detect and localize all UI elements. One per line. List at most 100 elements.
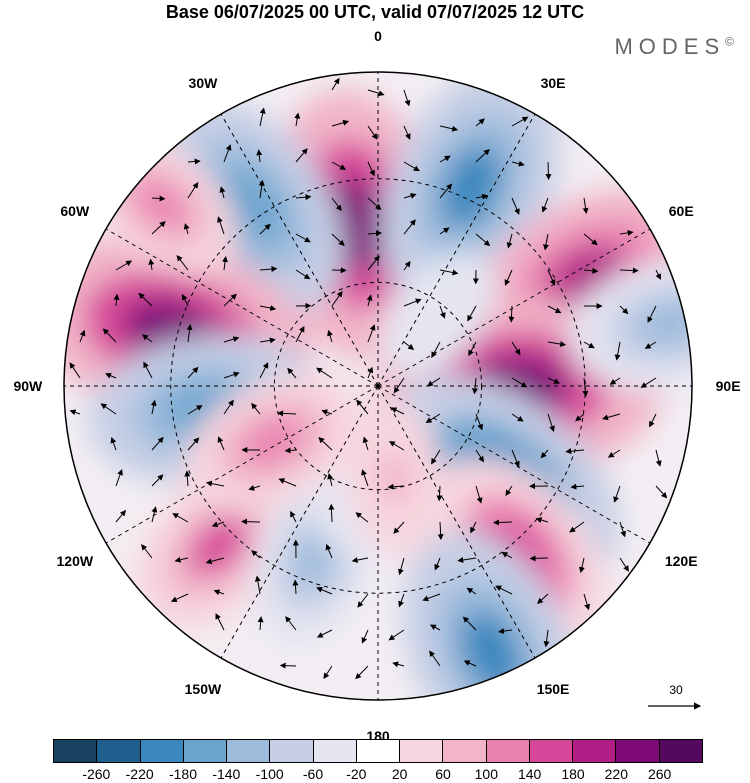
- wind-arrow: [543, 629, 550, 648]
- colorbar-segment: [356, 740, 401, 762]
- wind-arrow: [151, 221, 166, 235]
- wind-arrow: [367, 324, 376, 343]
- wind-arrow: [294, 112, 301, 127]
- wind-arrow: [248, 484, 261, 491]
- wind-arrow: [278, 478, 297, 487]
- longitude-label: 90E: [715, 378, 741, 394]
- wind-arrow: [583, 341, 595, 349]
- wind-arrow: [535, 517, 549, 523]
- wind-arrow: [422, 593, 441, 602]
- colorbar-segment: [486, 740, 530, 762]
- longitude-label: 150E: [536, 681, 570, 698]
- anomaly-blob: [418, 292, 459, 336]
- wind-arrow: [176, 254, 189, 271]
- colorbar-segment: [140, 740, 184, 762]
- wind-arrow: [388, 629, 405, 641]
- colorbar-tick-label: -20: [346, 766, 367, 782]
- wind-arrow: [142, 334, 153, 343]
- wind-arrow: [331, 119, 350, 127]
- wind-arrow: [331, 161, 347, 170]
- wind-arrow: [541, 197, 549, 213]
- wind-arrow: [295, 269, 311, 280]
- wind-arrow: [390, 407, 405, 415]
- wind-arrow: [357, 593, 369, 608]
- wind-arrow: [439, 183, 453, 199]
- wind-arrow: [100, 403, 117, 415]
- wind-arrow: [463, 660, 477, 667]
- reference-vector-label: 30: [669, 683, 683, 697]
- colorbar-segment: [54, 740, 98, 762]
- wind-arrow: [545, 161, 552, 181]
- wind-arrow: [431, 449, 441, 465]
- wind-arrow: [355, 512, 369, 523]
- wind-arrow: [475, 118, 485, 127]
- longitude-label: 30E: [540, 74, 566, 91]
- wind-arrow: [547, 377, 561, 384]
- wind-arrow: [609, 377, 621, 385]
- wind-arrow: [475, 485, 483, 504]
- wind-arrow: [495, 585, 513, 595]
- wind-arrow: [256, 149, 263, 163]
- colorbar-tick-label: 20: [391, 766, 408, 782]
- wind-arrow: [511, 377, 528, 388]
- colorbar-segment: [227, 740, 271, 762]
- wind-arrow: [403, 125, 411, 140]
- wind-arrow: [151, 506, 158, 523]
- wind-arrow: [619, 305, 629, 315]
- wind-arrow: [655, 269, 661, 280]
- wind-arrow: [437, 521, 444, 541]
- wind-arrow: [511, 341, 521, 356]
- wind-arrow: [151, 195, 166, 202]
- colorbar-tick-label: 220: [604, 766, 629, 782]
- wind-arrow: [69, 409, 81, 416]
- wind-arrow: [362, 436, 369, 451]
- wind-arrow: [475, 233, 491, 247]
- wind-arrow: [403, 260, 411, 271]
- wind-arrow: [115, 509, 127, 523]
- wind-arrow: [213, 589, 225, 596]
- wind-arrow: [174, 556, 189, 563]
- colorbar-segment: [443, 740, 487, 762]
- wind-arrow: [279, 662, 297, 669]
- wind-arrow: [79, 329, 86, 343]
- wind-arrow: [619, 229, 634, 236]
- colorbar-tick-label: -100: [255, 766, 284, 782]
- wind-arrow: [614, 341, 621, 361]
- wind-arrow: [403, 89, 411, 107]
- wind-arrow: [436, 485, 443, 502]
- colorbar-tick-label: 180: [561, 766, 585, 782]
- wind-arrow: [186, 323, 193, 343]
- wind-arrow: [258, 179, 265, 199]
- wind-arrow: [619, 521, 627, 538]
- wind-arrow: [655, 449, 662, 467]
- wind-arrow: [511, 116, 529, 127]
- wind-arrow: [259, 362, 269, 379]
- wind-arrow: [217, 436, 225, 451]
- anomaly-blob: [376, 451, 412, 507]
- wind-arrow: [187, 366, 199, 379]
- wind-arrow: [543, 233, 549, 251]
- wind-arrow: [284, 447, 297, 454]
- wind-arrow: [367, 366, 374, 379]
- colorbar: [53, 739, 703, 763]
- wind-arrow: [367, 125, 378, 140]
- wind-arrow: [511, 449, 520, 468]
- wind-arrow: [511, 413, 524, 422]
- map-boundary: [63, 71, 693, 701]
- wind-arrow: [529, 555, 549, 562]
- longitude-label: 30W: [188, 74, 218, 91]
- wind-arrow: [143, 361, 153, 379]
- colorbar-tick-label: -220: [125, 766, 154, 782]
- colorbar-tick-label: 100: [474, 766, 499, 782]
- colorbar-tick-label: 60: [435, 766, 451, 782]
- wind-arrow: [257, 616, 264, 631]
- wind-arrow: [619, 267, 639, 274]
- wind-arrow: [102, 328, 117, 343]
- wind-arrow: [187, 405, 203, 415]
- wind-arrow: [150, 399, 157, 415]
- wind-arrow: [475, 449, 484, 463]
- wind-arrow: [318, 437, 333, 451]
- wind-arrow: [331, 77, 340, 91]
- wind-arrow: [187, 437, 200, 451]
- wind-arrow: [511, 197, 520, 215]
